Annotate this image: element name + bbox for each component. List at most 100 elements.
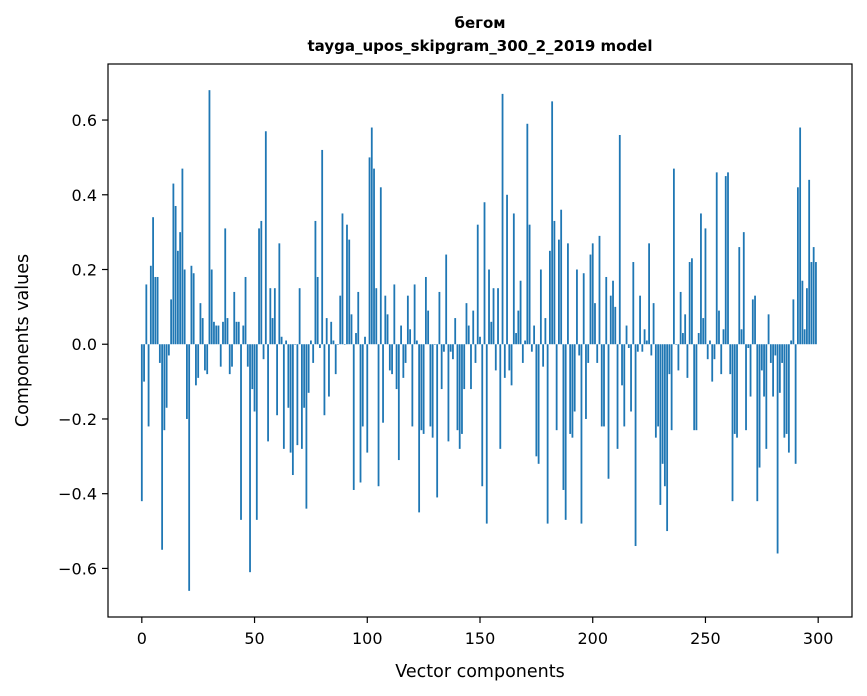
bar-216 [627,344,630,348]
bar-13 [170,299,173,345]
bar-52 [258,228,260,345]
bar-96 [357,291,360,345]
bar-209 [612,280,614,345]
bar-125 [422,344,425,434]
bar-34 [217,325,220,345]
x-axis: 0 50 100 150 200 250 300 [137,617,833,648]
bar-276 [763,344,765,397]
bar-224 [645,340,648,345]
bar-62 [280,336,283,345]
bar-256 [718,310,720,345]
bar-245 [693,344,696,431]
bar-274 [758,344,761,468]
bar-164 [510,344,513,386]
bar-105 [377,344,380,487]
bar-2 [145,284,148,345]
bar-30 [208,90,211,345]
bar-93 [350,314,353,345]
bar-284 [781,344,784,363]
bar-242 [686,344,689,378]
bar-37 [224,228,227,345]
bar-173 [530,344,533,352]
bar-207 [607,344,610,479]
bar-9 [161,344,164,550]
bar-60 [276,344,278,416]
bar-292 [799,127,802,345]
bar-250 [704,228,707,345]
bar-139 [454,318,457,345]
bar-20 [186,344,188,419]
bar-218 [632,262,635,345]
bar-7 [156,276,159,345]
bar-121 [413,284,416,345]
bar-11 [165,344,168,408]
y-tick-label: −0.4 [58,485,97,504]
bar-100 [366,344,369,453]
bar-175 [535,344,538,457]
bar-212 [618,134,621,345]
bar-56 [267,344,269,442]
bar-73 [305,344,308,509]
bar-98 [361,344,364,427]
bar-231 [661,344,664,464]
bar-15 [174,205,177,345]
bar-144 [465,303,468,345]
bar-187 [562,344,565,490]
x-tick-label: 150 [465,629,496,648]
bar-248 [700,213,702,345]
bar-161 [503,344,506,378]
bar-77 [314,220,317,345]
bar-44 [240,344,242,520]
bar-127 [427,310,430,345]
bar-66 [289,344,292,453]
bar-47 [246,344,249,367]
bar-299 [815,262,817,345]
bar-32 [213,321,215,345]
bar-150 [479,336,481,345]
bar-178 [542,344,545,367]
bar-88 [339,295,342,345]
bar-29 [206,344,209,375]
bar-76 [312,344,315,363]
bar-143 [463,344,466,390]
bar-128 [429,344,432,427]
bar-27 [201,318,204,345]
bar-215 [625,325,628,345]
bar-132 [438,291,441,345]
bar-142 [461,344,463,434]
bar-238 [677,344,680,371]
bar-296 [808,179,811,345]
bar-45 [242,325,245,345]
bar-124 [420,344,423,431]
bar-40 [231,344,233,367]
bar-138 [452,344,454,360]
bar-272 [754,295,756,345]
bar-31 [210,269,213,345]
bar-80 [321,149,324,345]
y-tick-label: −0.2 [58,410,97,429]
bar-72 [303,344,306,408]
bar-97 [359,344,362,483]
bar-291 [796,187,799,345]
bar-67 [291,344,294,476]
bar-184 [555,344,558,431]
bar-200 [591,243,594,345]
bar-91 [346,224,348,345]
bar-106 [379,187,382,345]
y-tick-label: −0.6 [58,559,97,578]
bar-246 [695,344,698,431]
x-axis-label: Vector components [395,662,564,682]
bar-85 [332,340,335,345]
bar-115 [400,325,402,345]
bar-208 [609,295,612,345]
bar-117 [404,344,407,363]
bar-46 [244,276,247,345]
bar-18 [181,168,184,345]
bar-169 [521,344,524,363]
bar-101 [368,157,371,345]
bar-183 [553,220,556,345]
bar-12 [167,344,170,356]
bar-68 [294,344,297,345]
bar-195 [580,344,583,524]
bar-0 [140,344,143,502]
